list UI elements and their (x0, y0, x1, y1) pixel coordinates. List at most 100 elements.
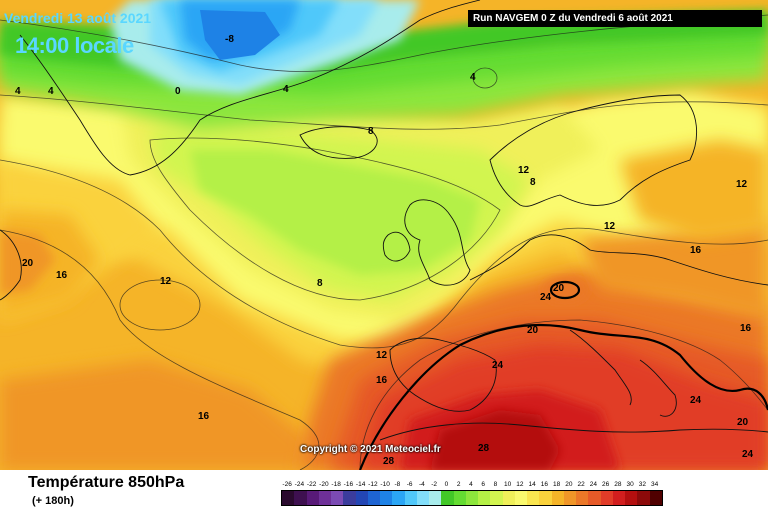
isotherm-label: -8 (225, 34, 234, 45)
legend-swatch (282, 491, 295, 505)
isotherm-label: 24 (742, 449, 754, 460)
isotherm-label: 20 (737, 417, 749, 428)
isotherm-label: 16 (740, 323, 752, 334)
forecast-time: 14:00 locale (15, 33, 134, 58)
legend-tick-label: 24 (589, 481, 597, 488)
legend-swatch (588, 491, 601, 505)
isotherm-label: 16 (376, 375, 388, 386)
isotherm-label: 24 (540, 292, 552, 303)
zone-20-west (0, 230, 55, 295)
copyright-notice: Copyright © 2021 Meteociel.fr (300, 444, 441, 455)
legend-tick-label: 22 (577, 481, 585, 488)
isotherm-label: 20 (22, 258, 34, 269)
legend-swatch (429, 491, 442, 505)
forecast-offset: (+ 180h) (32, 495, 74, 507)
map-footer: Température 850hPa (+ 180h) -26 -24 -22 -20… (0, 470, 768, 512)
isotherm-label: 20 (553, 283, 565, 294)
isotherm-label: 12 (604, 221, 616, 232)
legend-swatch (306, 491, 319, 505)
legend-tick-label: -18 (331, 481, 341, 488)
legend-swatch (343, 491, 356, 505)
legend-tick-label: 14 (528, 481, 536, 488)
legend-swatch (612, 491, 625, 505)
ireland-coast (382, 231, 411, 262)
isotherm-label: 4 (48, 86, 54, 97)
legend-tick-label: -4 (418, 481, 425, 488)
isotherm-label: 16 (56, 270, 68, 281)
legend-tick-label: -6 (406, 481, 413, 488)
legend-swatch (318, 491, 331, 505)
scandinavia-coast (489, 94, 697, 207)
legend-tick-label: 34 (651, 481, 659, 488)
legend-swatch (649, 491, 662, 505)
legend-swatch (527, 491, 540, 505)
contour-line (149, 137, 501, 301)
coastlines (0, 0, 768, 441)
legend-swatch (465, 491, 478, 505)
isotherm-label: 0 (175, 86, 181, 97)
isotherm-label: 24 (492, 360, 504, 371)
legend-tick-label: 30 (626, 481, 634, 488)
isotherm-label: 4 (15, 86, 21, 97)
legend-swatch (625, 491, 638, 505)
contour-line (119, 279, 201, 331)
legend-swatch (392, 491, 405, 505)
zone-18-sw (0, 360, 310, 470)
legend-swatch (441, 491, 454, 505)
zone-18-east (580, 220, 768, 320)
legend-swatches (281, 490, 663, 506)
contour-line (0, 94, 768, 130)
legend-tick-label: 2 (456, 481, 461, 488)
legend-tick-label: -20 (319, 481, 329, 488)
italy-coast (569, 329, 632, 406)
legend-tick-label: 32 (638, 481, 646, 488)
legend-tick-label: 12 (516, 481, 524, 488)
contour-line (472, 67, 498, 89)
legend-swatch (416, 491, 429, 505)
isotherm-label: 12 (518, 165, 530, 176)
legend-tick-label: -22 (306, 481, 317, 488)
legend-tick-label: 8 (493, 481, 498, 488)
legend-tick-label: -8 (394, 481, 401, 488)
legend-tick-label: 16 (540, 481, 548, 488)
isotherm-label: 24 (690, 395, 702, 406)
isotherm-20-line (358, 323, 768, 470)
iberia-coast (389, 337, 497, 412)
isotherm-label: 8 (530, 177, 536, 188)
isotherm-label: 16 (198, 411, 210, 422)
zone-16-east (620, 140, 768, 240)
legend-tick-label: 10 (504, 481, 512, 488)
isotherm-label: 8 (368, 126, 374, 137)
legend-swatch (539, 491, 552, 505)
isotherm-label: 8 (317, 278, 323, 289)
legend-swatch (514, 491, 527, 505)
zone-28-south (430, 410, 560, 470)
legend-swatch (490, 491, 503, 505)
legend-swatch (600, 491, 613, 505)
legend-tick-label: -10 (380, 481, 390, 488)
europe-coast (469, 234, 768, 286)
isotherm-label: 12 (376, 350, 388, 361)
isotherm-label: 28 (478, 443, 490, 454)
legend-swatch (478, 491, 491, 505)
british-isles-coast (404, 199, 471, 286)
legend-tick-label: 20 (565, 481, 573, 488)
legend-tick-label: -26 (282, 481, 292, 488)
forecast-date: Vendredi 13 août 2021 (4, 10, 152, 26)
greenland-coast (19, 0, 481, 176)
legend-tick-label: 28 (614, 481, 622, 488)
legend-tick-label: 4 (469, 481, 473, 488)
zone-6 (190, 150, 480, 275)
temperature-map: -8 0 4 4 4 4 8 8 8 12 12 12 12 12 16 16 … (0, 0, 768, 470)
isotherm-20-alps (549, 280, 581, 300)
legend-tick-label: 6 (481, 481, 485, 488)
legend-swatch (453, 491, 466, 505)
contour-line (359, 319, 768, 470)
isotherm-labels: -8 0 4 4 4 4 8 8 8 12 12 12 12 12 16 16 … (15, 34, 754, 467)
legend-tick-label: -24 (294, 481, 305, 488)
legend-swatch (404, 491, 417, 505)
model-run-banner: Run NAVGEM 0 Z du Vendredi 6 août 2021 (468, 10, 762, 27)
legend-swatch (331, 491, 344, 505)
isotherm-label: 12 (160, 276, 172, 287)
